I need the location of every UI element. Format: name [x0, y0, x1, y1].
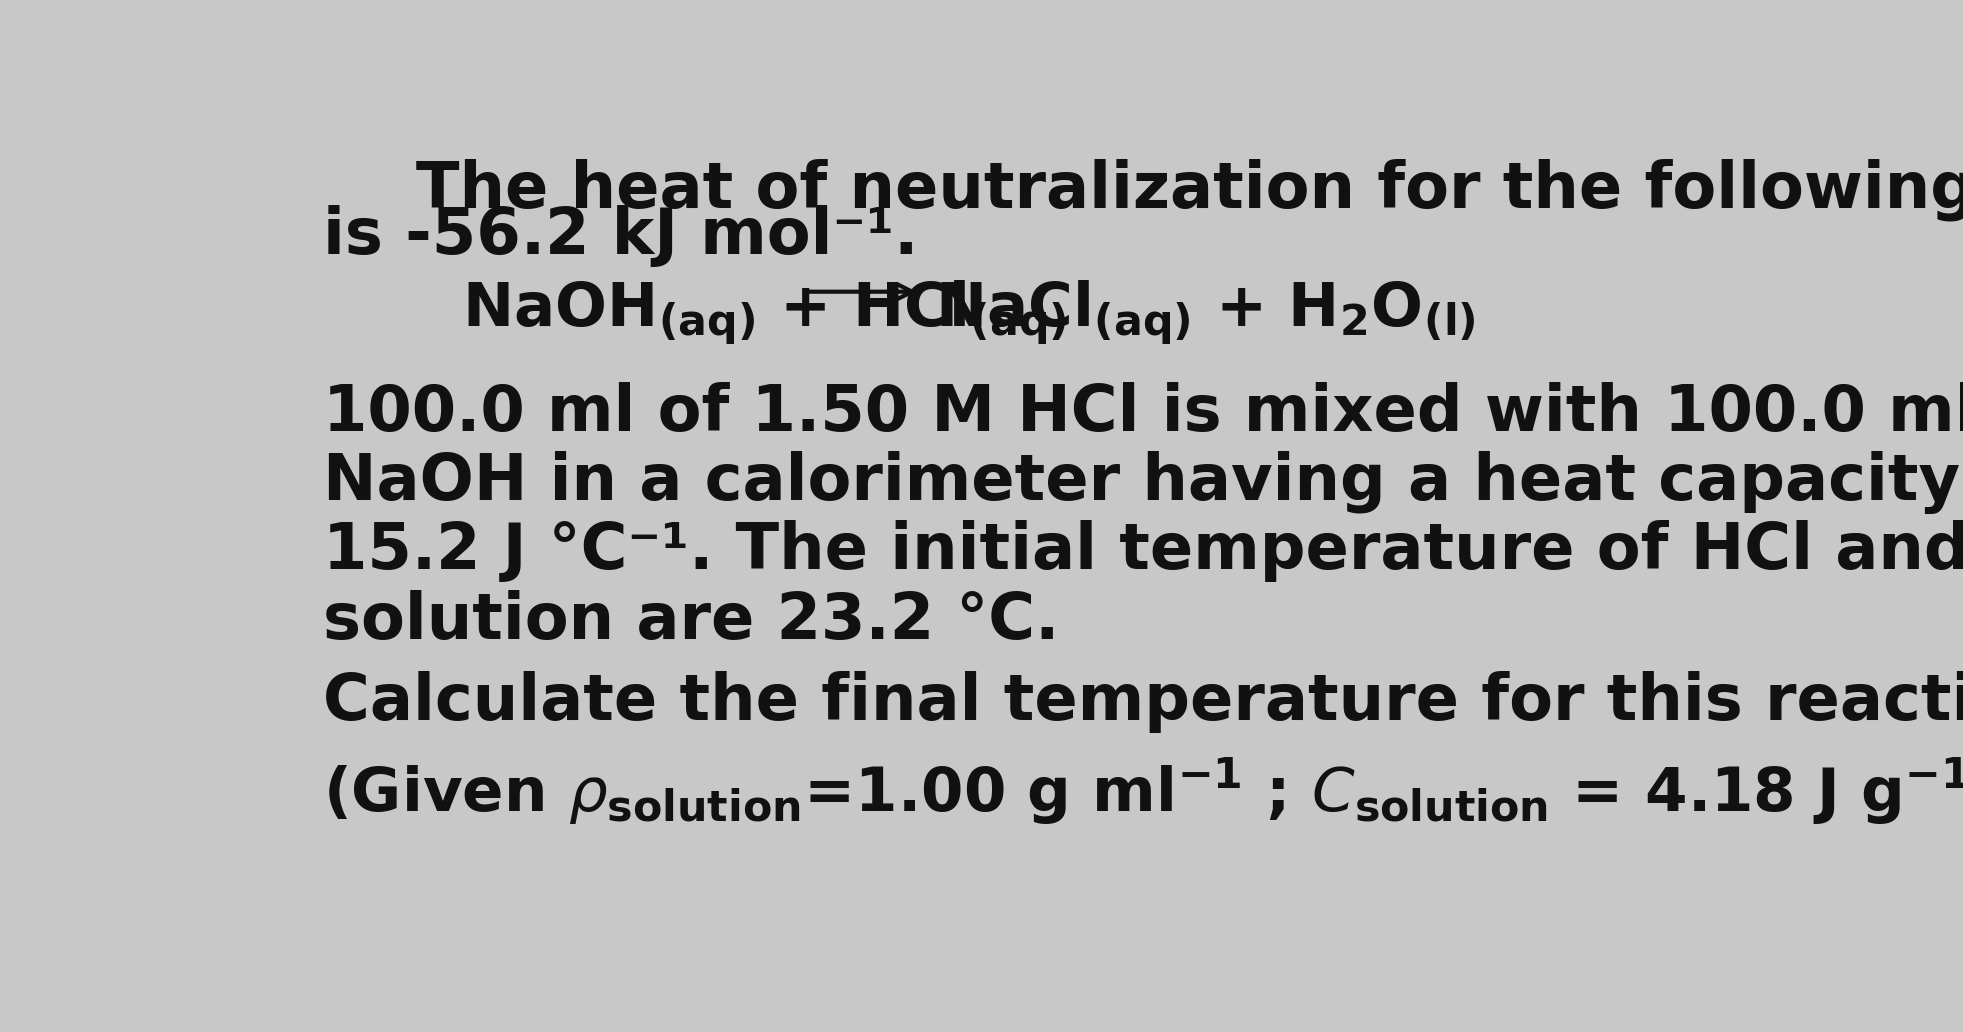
Text: (Given $\rho_{\mathregular{solution}}$=1.00 g ml$^{\mathregular{-1}}$ ; $C_{\mat: (Given $\rho_{\mathregular{solution}}$=1…	[322, 755, 1963, 827]
Text: NaOH in a calorimeter having a heat capacity of: NaOH in a calorimeter having a heat capa…	[322, 451, 1963, 514]
Text: is -56.2 kJ mol⁻¹.: is -56.2 kJ mol⁻¹.	[322, 204, 919, 266]
Text: NaCl$_{\mathregular{(aq)}}$ + H$_{\mathregular{2}}$O$_{\mathregular{(l)}}$: NaCl$_{\mathregular{(aq)}}$ + H$_{\mathr…	[934, 278, 1476, 347]
Text: NaOH$_{\mathregular{(aq)}}$ + HCl$_{\mathregular{(aq)}}$: NaOH$_{\mathregular{(aq)}}$ + HCl$_{\mat…	[463, 278, 1068, 347]
Text: The heat of neutralization for the following reaction: The heat of neutralization for the follo…	[416, 159, 1963, 221]
Text: solution are 23.2 °C.: solution are 23.2 °C.	[322, 589, 1060, 651]
Text: 15.2 J °C⁻¹. The initial temperature of HCl and NaOH: 15.2 J °C⁻¹. The initial temperature of …	[322, 520, 1963, 582]
Text: 100.0 ml of 1.50 M HCl is mixed with 100.0 ml of 1.50 M: 100.0 ml of 1.50 M HCl is mixed with 100…	[322, 382, 1963, 444]
Text: Calculate the final temperature for this reaction.: Calculate the final temperature for this…	[322, 671, 1963, 733]
